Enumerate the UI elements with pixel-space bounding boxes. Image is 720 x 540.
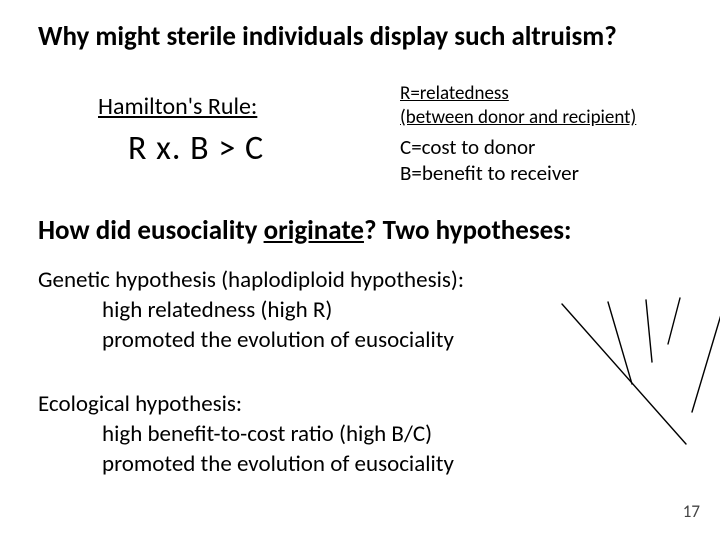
hamilton-rule-formula: R x. B > C <box>128 128 264 169</box>
genetic-line1: Genetic hypothesis (haplodiploid hypothe… <box>38 266 464 294</box>
genetic-line2: high relatedness (high R) <box>38 296 464 326</box>
genetic-line3: promoted the evolution of eusociality <box>38 326 464 356</box>
legend-b-line: B=benefit to receiver <box>400 160 579 186</box>
ecological-line2: high benefit-to-cost ratio (high B/C) <box>38 420 454 450</box>
legend-c-line: C=cost to donor <box>400 134 535 160</box>
hamilton-rule-label: Hamilton's Rule: <box>98 92 257 121</box>
ecological-line3: promoted the evolution of eusociality <box>38 450 454 480</box>
heading2-prefix: How did eusociality <box>38 214 264 247</box>
slide-title: Why might sterile individuals display su… <box>38 20 617 53</box>
heading2-suffix: ? Two hypotheses: <box>364 214 572 247</box>
legend-r-line1: R=relatedness <box>400 82 509 105</box>
legend-relatedness: R=relatedness (between donor and recipie… <box>400 82 636 130</box>
genetic-hypothesis: Genetic hypothesis (haplodiploid hypothe… <box>38 266 464 356</box>
ecological-line1: Ecological hypothesis: <box>38 390 242 418</box>
ecological-hypothesis: Ecological hypothesis: high benefit-to-c… <box>38 390 454 480</box>
legend-r-line2: (between donor and recipient) <box>400 106 636 129</box>
phylogeny-tree-icon <box>520 296 720 456</box>
legend-cost-benefit: C=cost to donor B=benefit to receiver <box>400 134 579 187</box>
heading-originate: How did eusociality originate? Two hypot… <box>38 214 571 247</box>
page-number: 17 <box>683 501 700 522</box>
heading2-underlined: originate <box>264 214 364 247</box>
